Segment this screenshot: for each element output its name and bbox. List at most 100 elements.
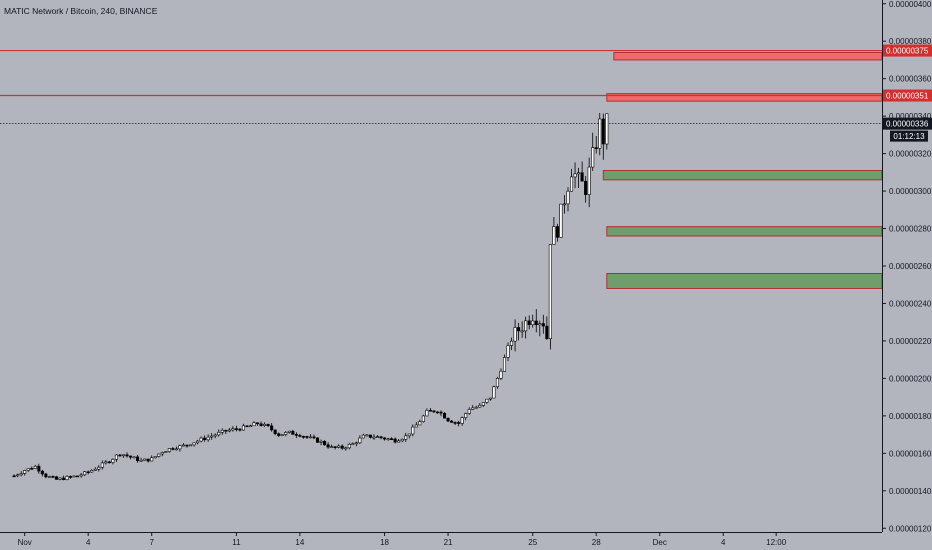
candle-body [474, 406, 478, 409]
resistance-zone [613, 51, 883, 61]
price-tick-label: 0.00000320 [889, 150, 932, 159]
candle-body [301, 436, 305, 438]
candle-body [527, 320, 531, 325]
candle-body [143, 458, 147, 461]
candle-body [435, 411, 440, 414]
candle-body [562, 203, 567, 206]
candle-body [573, 173, 577, 178]
candle-body [467, 409, 471, 414]
candle-body [203, 437, 207, 441]
price-tick-label: 0.00000240 [889, 299, 932, 308]
candle-body [418, 421, 422, 426]
candle-body [358, 437, 362, 444]
price-tick-label: 0.00000160 [889, 449, 932, 458]
candle-body [263, 423, 267, 426]
candle-body [485, 398, 489, 403]
candle-body [312, 436, 316, 439]
candle-body [333, 446, 337, 448]
candle-body [520, 330, 524, 333]
candle-body [351, 443, 355, 445]
countdown-label: 01:12:13 [893, 132, 925, 141]
candle-body [248, 425, 253, 428]
candle-body [97, 466, 101, 470]
candle-body [464, 413, 468, 418]
time-tick-label: Nov [18, 538, 32, 547]
candle-body [171, 448, 175, 450]
time-axis-panel[interactable] [0, 532, 932, 550]
candle-body [287, 430, 291, 433]
candle-body [273, 429, 277, 434]
candle-body [199, 437, 203, 442]
candle-body [492, 386, 496, 399]
candle-body [266, 423, 270, 427]
candle-body [361, 434, 365, 439]
candle-body [19, 473, 23, 476]
candle-body [305, 436, 309, 438]
candle-body [400, 438, 404, 442]
candle-body [584, 180, 588, 195]
candle-body [481, 402, 485, 406]
candle-body [488, 397, 492, 400]
candle-body [368, 434, 372, 438]
candle-body [136, 456, 140, 462]
candle-body [206, 436, 210, 441]
candle-body [196, 440, 200, 444]
candle-body [365, 434, 369, 437]
candle-body [326, 444, 330, 448]
candle-body [107, 461, 111, 464]
candle-body [86, 471, 90, 474]
candle-body [337, 445, 341, 448]
candle-body [252, 422, 256, 427]
price-tick-label: 0.00000120 [889, 524, 932, 533]
candle-body [548, 244, 552, 339]
candle-body [51, 476, 55, 478]
candle-body [407, 433, 411, 437]
candle-body [425, 409, 429, 417]
candle-body [167, 448, 171, 452]
candle-body [61, 477, 66, 480]
candle-body [259, 423, 263, 426]
candle-body [23, 470, 27, 474]
candle-body [340, 445, 344, 449]
candle-body [524, 320, 528, 332]
candle-body [174, 448, 178, 451]
candle-body [453, 422, 457, 424]
candle-body [26, 468, 30, 471]
zones-layer [602, 51, 883, 289]
candle-body [478, 405, 482, 408]
candle-body [531, 320, 535, 325]
countdown-tag [890, 130, 928, 142]
candle-body [587, 166, 591, 195]
candle-body [16, 474, 20, 477]
candle-body [118, 454, 122, 457]
candle-body [538, 323, 542, 326]
candle-body [150, 457, 154, 462]
candle-body [457, 422, 461, 424]
candle-body [386, 438, 390, 441]
price-tick-label: 0.00000400 [889, 0, 932, 9]
candle-body [256, 422, 260, 425]
candle-body [513, 327, 517, 342]
candle-body [93, 468, 97, 471]
time-axis-ticks: Nov 4 7 11 14 18 21 25 28 Dec 4 12:00 [18, 532, 787, 547]
candle-body [594, 147, 598, 149]
candle-body [315, 437, 320, 443]
candle-body [104, 461, 108, 464]
candle-body [234, 428, 238, 430]
candle-body [12, 475, 16, 478]
time-tick-label: 21 [444, 538, 453, 547]
candle-body [432, 410, 436, 413]
candle-body [213, 434, 217, 437]
candle-body [284, 432, 288, 435]
candle-body [414, 424, 418, 428]
candle-body [347, 444, 351, 449]
time-tick-label: 14 [295, 538, 304, 547]
candle-body [69, 476, 73, 478]
candle-body [291, 430, 295, 435]
candle-body [506, 345, 510, 358]
candle-body [157, 453, 161, 457]
candle-body [37, 465, 41, 472]
time-tick-label: 28 [592, 538, 601, 547]
candle-body [164, 451, 168, 453]
